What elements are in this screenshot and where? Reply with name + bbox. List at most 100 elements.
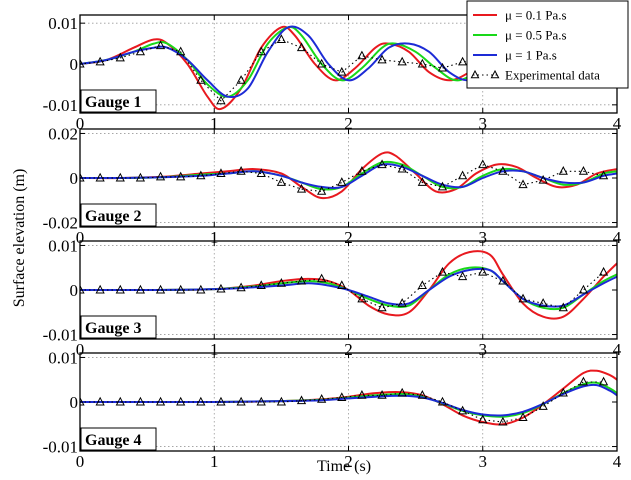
y-tick-label: 0: [70, 281, 79, 300]
experimental-point: [115, 52, 125, 62]
experimental-point: [276, 278, 286, 287]
experimental-point: [397, 298, 407, 307]
experimental-point: [236, 166, 246, 175]
x-tick-label: 4: [613, 114, 622, 133]
experimental-point: [458, 170, 468, 180]
experimental-point: [538, 298, 548, 307]
x-tick-label: 4: [613, 452, 622, 471]
experimental-point: [317, 58, 327, 68]
experimental-point: [95, 56, 105, 66]
experimental-point: [317, 394, 327, 403]
experimental-point: [578, 376, 589, 386]
experimental-point: [337, 177, 347, 186]
series-line-0-1-pa-s: [80, 151, 617, 200]
experimental-point: [437, 62, 448, 72]
gauge-label: Gauge 1: [85, 94, 141, 111]
experimental-point: [317, 273, 327, 283]
x-tick-label: 2: [344, 228, 353, 247]
x-tick-label: 2: [344, 114, 353, 133]
experimental-point: [95, 284, 105, 294]
experimental-line: [80, 164, 604, 192]
y-tick-label: 0.01: [48, 348, 78, 367]
x-tick-label: 3: [479, 228, 488, 247]
series-group: [80, 151, 617, 200]
experimental-point: [176, 284, 186, 294]
experimental-point: [196, 170, 206, 180]
experimental-point: [357, 390, 367, 399]
experimental-point: [437, 396, 448, 406]
y-tick-label: -0.01: [43, 438, 78, 457]
experimental-line: [80, 38, 604, 102]
experimental-point: [236, 282, 246, 292]
experimental-point: [80, 172, 85, 182]
gauge-label-box: [80, 203, 157, 227]
experimental-point: [417, 280, 427, 289]
x-tick-label: 4: [613, 228, 622, 247]
experimental-point: [196, 75, 206, 84]
experimental-point: [80, 284, 85, 294]
gauge-label-box: [80, 89, 157, 113]
gauge-label-box: [80, 427, 157, 451]
experimental-point: [296, 183, 307, 193]
experimental-point: [498, 416, 508, 426]
experimental-point: [216, 95, 226, 105]
experimental-point: [518, 179, 528, 189]
experimental-point: [196, 284, 206, 294]
experimental-point: [296, 395, 307, 405]
experimental-point: [155, 171, 166, 181]
experimental-point: [276, 396, 286, 406]
x-tick-label: 3: [479, 114, 488, 133]
experimental-point: [377, 390, 387, 399]
experimental-point: [80, 396, 85, 406]
experimental-line: [80, 381, 604, 423]
experimental-point: [437, 181, 448, 191]
experimental-point: [216, 283, 226, 293]
legend: μ = 0.1 Pa.s μ = 0.5 Pa.s μ = 1 Pa.s Experi…: [466, 0, 629, 89]
series-line-0-5-pa-s: [80, 381, 617, 418]
experimental-point: [176, 46, 186, 56]
experimental-point: [276, 34, 286, 43]
y-tick-label: 0.01: [48, 236, 78, 255]
y-tick-label: -0.02: [43, 214, 78, 233]
experimental-point: [256, 168, 266, 177]
experimental-point: [558, 166, 568, 175]
experimental-point: [337, 392, 347, 401]
experimental-point: [236, 396, 246, 406]
experimental-point: [498, 275, 508, 285]
experimental-point: [357, 50, 367, 60]
gauge-label: Gauge 2: [85, 208, 141, 225]
experimental-point: [337, 280, 347, 289]
y-tick-label: 0.01: [48, 14, 78, 33]
x-tick-label: 0: [76, 340, 85, 359]
experimental-point: [458, 271, 468, 281]
legend-entry-label: μ = 0.5 Pa.s: [505, 28, 567, 43]
panel-frame: [79, 240, 618, 340]
experimental-point: [296, 275, 307, 285]
legend-entry-label: Experimental data: [505, 68, 600, 83]
experimental-point: [256, 280, 266, 289]
legend-entry-label: μ = 1 Pa.s: [505, 48, 557, 63]
experimental-point: [135, 172, 146, 182]
y-tick-label: 0: [70, 55, 79, 74]
experimental-point: [377, 302, 387, 312]
experimental-point: [518, 412, 528, 422]
experimental-point: [216, 396, 226, 406]
x-tick-label: 0: [76, 452, 85, 471]
x-tick-label: 3: [479, 340, 488, 359]
experimental-point: [397, 56, 407, 66]
experimental-point: [417, 390, 427, 399]
legend-marker: [470, 69, 480, 79]
experimental-point: [256, 46, 266, 56]
experimental-point: [578, 166, 589, 175]
experimental-point: [598, 170, 609, 180]
experimental-point: [135, 396, 146, 406]
experimental-point: [337, 66, 347, 76]
experimental-point: [538, 174, 548, 184]
experimental-point: [598, 266, 609, 276]
legend-marker: [490, 69, 500, 79]
experimental-point: [236, 75, 246, 84]
experimental-point: [155, 40, 166, 50]
experimental-point: [458, 56, 468, 66]
